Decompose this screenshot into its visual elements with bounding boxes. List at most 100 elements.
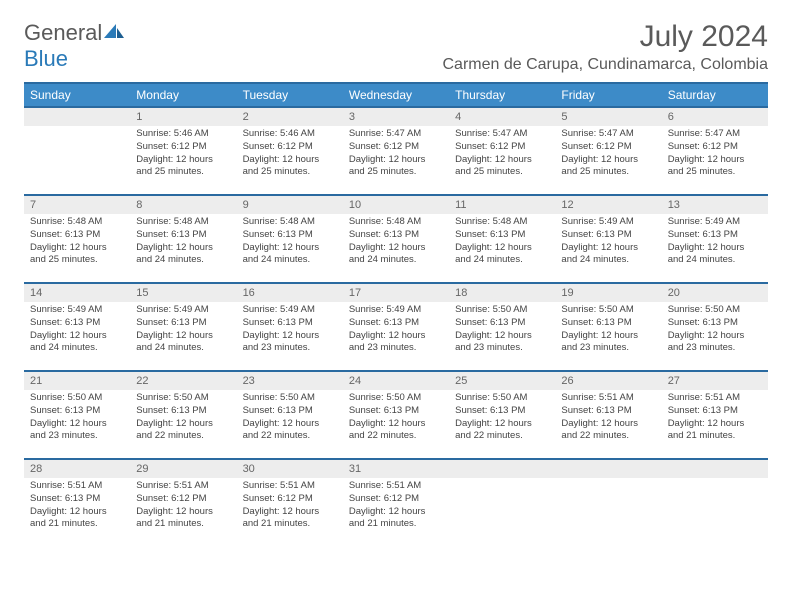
day-number: 7 xyxy=(24,196,130,214)
daylight-line: Daylight: 12 hours and 24 minutes. xyxy=(561,242,655,268)
daylight-line: Daylight: 12 hours and 23 minutes. xyxy=(349,330,443,356)
day-data: Sunrise: 5:49 AMSunset: 6:13 PMDaylight:… xyxy=(130,302,236,359)
logo-text-blue: Blue xyxy=(24,46,68,71)
calendar-day-cell: 14Sunrise: 5:49 AMSunset: 6:13 PMDayligh… xyxy=(24,283,130,371)
day-data: Sunrise: 5:49 AMSunset: 6:13 PMDaylight:… xyxy=(24,302,130,359)
sunrise-line: Sunrise: 5:48 AM xyxy=(455,216,549,229)
sunrise-line: Sunrise: 5:50 AM xyxy=(668,304,762,317)
weekday-header: Friday xyxy=(555,83,661,107)
daylight-line: Daylight: 12 hours and 24 minutes. xyxy=(668,242,762,268)
day-number: 21 xyxy=(24,372,130,390)
calendar-day-cell xyxy=(449,459,555,547)
daylight-line: Daylight: 12 hours and 23 minutes. xyxy=(243,330,337,356)
month-title: July 2024 xyxy=(443,20,769,54)
day-data: Sunrise: 5:47 AMSunset: 6:12 PMDaylight:… xyxy=(343,126,449,183)
day-data: Sunrise: 5:46 AMSunset: 6:12 PMDaylight:… xyxy=(237,126,343,183)
day-data: Sunrise: 5:46 AMSunset: 6:12 PMDaylight:… xyxy=(130,126,236,183)
calendar-day-cell: 3Sunrise: 5:47 AMSunset: 6:12 PMDaylight… xyxy=(343,107,449,195)
calendar-table: Sunday Monday Tuesday Wednesday Thursday… xyxy=(24,82,768,547)
weekday-header: Monday xyxy=(130,83,236,107)
sunrise-line: Sunrise: 5:47 AM xyxy=(455,128,549,141)
sunrise-line: Sunrise: 5:50 AM xyxy=(455,304,549,317)
day-number: 19 xyxy=(555,284,661,302)
day-data: Sunrise: 5:48 AMSunset: 6:13 PMDaylight:… xyxy=(449,214,555,271)
sunset-line: Sunset: 6:12 PM xyxy=(349,141,443,154)
sunset-line: Sunset: 6:13 PM xyxy=(30,317,124,330)
calendar-week-row: 14Sunrise: 5:49 AMSunset: 6:13 PMDayligh… xyxy=(24,283,768,371)
daylight-line: Daylight: 12 hours and 25 minutes. xyxy=(349,154,443,180)
day-number: 16 xyxy=(237,284,343,302)
daylight-line: Daylight: 12 hours and 24 minutes. xyxy=(136,330,230,356)
day-number: 20 xyxy=(662,284,768,302)
calendar-week-row: 28Sunrise: 5:51 AMSunset: 6:13 PMDayligh… xyxy=(24,459,768,547)
day-number: 1 xyxy=(130,108,236,126)
day-data: Sunrise: 5:47 AMSunset: 6:12 PMDaylight:… xyxy=(662,126,768,183)
sunset-line: Sunset: 6:13 PM xyxy=(349,229,443,242)
sunset-line: Sunset: 6:13 PM xyxy=(136,229,230,242)
calendar-day-cell: 9Sunrise: 5:48 AMSunset: 6:13 PMDaylight… xyxy=(237,195,343,283)
day-data: Sunrise: 5:50 AMSunset: 6:13 PMDaylight:… xyxy=(449,302,555,359)
sunset-line: Sunset: 6:13 PM xyxy=(136,317,230,330)
weekday-header: Sunday xyxy=(24,83,130,107)
logo-sail-icon xyxy=(102,20,126,46)
sunset-line: Sunset: 6:13 PM xyxy=(455,229,549,242)
daylight-line: Daylight: 12 hours and 22 minutes. xyxy=(349,418,443,444)
daylight-line: Daylight: 12 hours and 23 minutes. xyxy=(668,330,762,356)
sunset-line: Sunset: 6:13 PM xyxy=(30,405,124,418)
sunrise-line: Sunrise: 5:49 AM xyxy=(243,304,337,317)
logo-text: General Blue xyxy=(24,20,126,72)
calendar-day-cell: 10Sunrise: 5:48 AMSunset: 6:13 PMDayligh… xyxy=(343,195,449,283)
sunrise-line: Sunrise: 5:46 AM xyxy=(243,128,337,141)
day-number: 17 xyxy=(343,284,449,302)
sunrise-line: Sunrise: 5:50 AM xyxy=(243,392,337,405)
calendar-day-cell: 29Sunrise: 5:51 AMSunset: 6:12 PMDayligh… xyxy=(130,459,236,547)
day-data: Sunrise: 5:50 AMSunset: 6:13 PMDaylight:… xyxy=(555,302,661,359)
sunset-line: Sunset: 6:13 PM xyxy=(136,405,230,418)
sunrise-line: Sunrise: 5:49 AM xyxy=(30,304,124,317)
day-number: 2 xyxy=(237,108,343,126)
calendar-day-cell: 19Sunrise: 5:50 AMSunset: 6:13 PMDayligh… xyxy=(555,283,661,371)
calendar-day-cell: 21Sunrise: 5:50 AMSunset: 6:13 PMDayligh… xyxy=(24,371,130,459)
sunrise-line: Sunrise: 5:46 AM xyxy=(136,128,230,141)
sunset-line: Sunset: 6:12 PM xyxy=(455,141,549,154)
day-number xyxy=(555,460,661,478)
day-number: 4 xyxy=(449,108,555,126)
day-data: Sunrise: 5:51 AMSunset: 6:13 PMDaylight:… xyxy=(662,390,768,447)
day-number: 11 xyxy=(449,196,555,214)
daylight-line: Daylight: 12 hours and 22 minutes. xyxy=(561,418,655,444)
sunset-line: Sunset: 6:13 PM xyxy=(243,405,337,418)
sunrise-line: Sunrise: 5:49 AM xyxy=(136,304,230,317)
daylight-line: Daylight: 12 hours and 24 minutes. xyxy=(136,242,230,268)
sunset-line: Sunset: 6:13 PM xyxy=(668,229,762,242)
day-data: Sunrise: 5:50 AMSunset: 6:13 PMDaylight:… xyxy=(24,390,130,447)
day-data: Sunrise: 5:51 AMSunset: 6:12 PMDaylight:… xyxy=(130,478,236,535)
day-number: 24 xyxy=(343,372,449,390)
sunset-line: Sunset: 6:13 PM xyxy=(30,493,124,506)
sunset-line: Sunset: 6:13 PM xyxy=(349,317,443,330)
sunset-line: Sunset: 6:13 PM xyxy=(561,405,655,418)
calendar-day-cell: 8Sunrise: 5:48 AMSunset: 6:13 PMDaylight… xyxy=(130,195,236,283)
day-data: Sunrise: 5:51 AMSunset: 6:12 PMDaylight:… xyxy=(343,478,449,535)
day-number: 8 xyxy=(130,196,236,214)
calendar-day-cell: 6Sunrise: 5:47 AMSunset: 6:12 PMDaylight… xyxy=(662,107,768,195)
day-data: Sunrise: 5:50 AMSunset: 6:13 PMDaylight:… xyxy=(343,390,449,447)
sunrise-line: Sunrise: 5:50 AM xyxy=(136,392,230,405)
daylight-line: Daylight: 12 hours and 24 minutes. xyxy=(349,242,443,268)
day-number: 15 xyxy=(130,284,236,302)
day-data: Sunrise: 5:48 AMSunset: 6:13 PMDaylight:… xyxy=(130,214,236,271)
day-number: 22 xyxy=(130,372,236,390)
day-number: 25 xyxy=(449,372,555,390)
day-data: Sunrise: 5:48 AMSunset: 6:13 PMDaylight:… xyxy=(237,214,343,271)
logo-text-black: General xyxy=(24,20,102,45)
sunset-line: Sunset: 6:12 PM xyxy=(136,141,230,154)
daylight-line: Daylight: 12 hours and 22 minutes. xyxy=(136,418,230,444)
calendar-day-cell: 22 Sunrise: 5:50 AMSunset: 6:13 PMDayligh… xyxy=(130,371,236,459)
location-text: Carmen de Carupa, Cundinamarca, Colombia xyxy=(443,56,769,74)
day-number: 18 xyxy=(449,284,555,302)
day-number: 14 xyxy=(24,284,130,302)
logo: General Blue xyxy=(24,20,126,72)
day-data: Sunrise: 5:51 AMSunset: 6:13 PMDaylight:… xyxy=(24,478,130,535)
sunset-line: Sunset: 6:12 PM xyxy=(561,141,655,154)
day-number xyxy=(449,460,555,478)
day-data: Sunrise: 5:47 AMSunset: 6:12 PMDaylight:… xyxy=(555,126,661,183)
